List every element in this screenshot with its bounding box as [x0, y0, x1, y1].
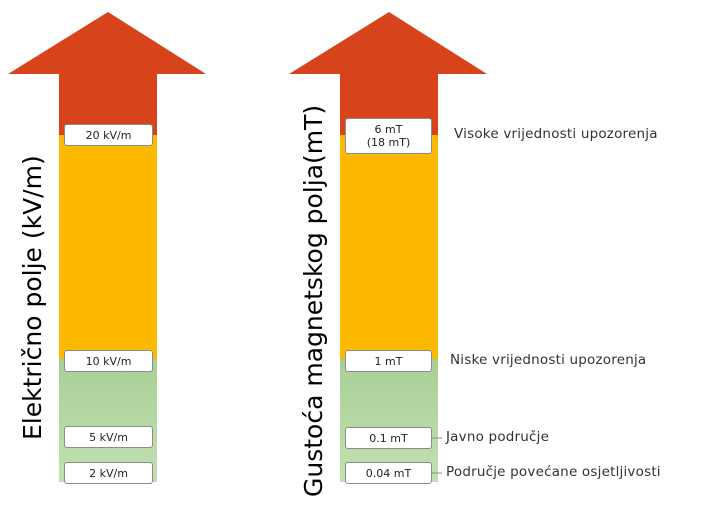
zone-label-sensitive-area: Područje povećane osjetljivosti — [446, 464, 661, 480]
marker-0-04-mt-label: 0.04 mT — [365, 466, 412, 480]
marker-10-kv: 10 kV/m — [64, 350, 153, 372]
electric-field-arrow — [8, 12, 206, 482]
left-arrow-head — [8, 12, 206, 74]
marker-1-mt-label: 1 mT — [374, 354, 403, 368]
marker-0-1-mt: 0.1 mT — [345, 427, 432, 449]
marker-6-mt-line1: 6 mT — [374, 123, 403, 136]
zone-label-public-area: Javno područje — [446, 429, 550, 445]
right-arrow-green-zone — [340, 359, 438, 482]
right-arrow-amber-zone — [340, 135, 438, 360]
zone-label-low-action: Niske vrijednosti upozorenja — [450, 352, 647, 368]
marker-2-kv: 2 kV/m — [64, 462, 153, 484]
marker-2-kv-label: 2 kV/m — [89, 466, 128, 480]
marker-6-mt: 6 mT (18 mT) — [345, 118, 432, 154]
marker-5-kv: 5 kV/m — [64, 426, 153, 448]
marker-1-mt: 1 mT — [345, 350, 432, 372]
marker-0-1-mt-label: 0.1 mT — [369, 431, 408, 445]
marker-20-kv: 20 kV/m — [64, 124, 153, 146]
marker-20-kv-label: 20 kV/m — [85, 128, 132, 142]
magnetic-field-axis-title: Gustoća magnetskog polja(mT) — [299, 104, 328, 497]
marker-5-kv-label: 5 kV/m — [89, 430, 128, 444]
zone-label-high-action: Visoke vrijednosti upozorenja — [454, 126, 658, 142]
marker-6-mt-line2: (18 mT) — [366, 136, 411, 149]
marker-10-kv-label: 10 kV/m — [85, 354, 132, 368]
left-arrow-green-zone — [59, 359, 157, 482]
electric-field-axis-title: Električno polje (kV/m) — [18, 155, 47, 440]
right-arrow-head — [289, 12, 487, 74]
marker-0-04-mt: 0.04 mT — [345, 462, 432, 484]
left-arrow-amber-zone — [59, 135, 157, 360]
